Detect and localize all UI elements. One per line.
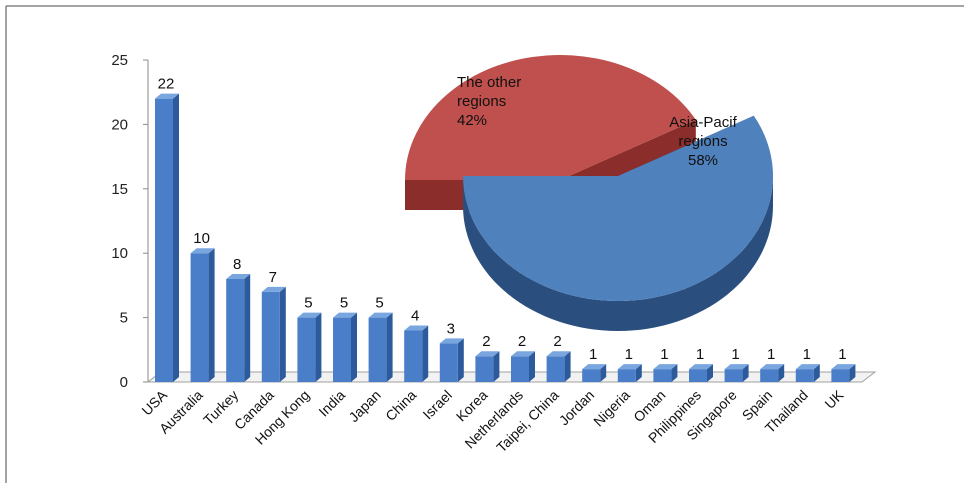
data-label: 2 [518,333,526,350]
data-label: 5 [340,295,348,312]
data-label: 1 [696,346,704,363]
data-label: 2 [482,333,490,350]
y-tick-label: 15 [111,181,128,198]
data-label: 1 [660,346,668,363]
bar-korea [475,351,500,382]
bar-nigeria [617,364,642,382]
pie-chart: The other regions 42% Asia-Pacif regions 58% [405,55,773,331]
bar-israel [439,338,464,382]
x-tick-label: Jordan [556,387,598,429]
data-label: 3 [447,320,455,337]
bar-oman [653,364,678,382]
x-tick-label: Japan [345,387,383,425]
x-tick-label: UK [821,386,847,412]
data-label: 1 [767,346,775,363]
data-label: 2 [553,333,561,350]
bar-spain [760,364,785,382]
y-tick-label: 25 [111,52,128,69]
bar-hong-kong [297,312,322,382]
data-label: 8 [233,256,241,273]
bar-philippines [689,364,713,382]
x-tick-label: China [382,387,419,424]
data-label: 1 [625,346,633,363]
data-label: 1 [589,346,597,363]
pie-slice-asia-pacific [463,115,773,331]
x-tick-label: India [315,387,348,420]
bar-taipei-china [546,351,571,382]
data-label: 1 [838,346,846,363]
y-tick-label: 10 [111,245,128,262]
x-tick-label: USA [138,386,170,418]
x-tick-label: Israel [419,387,455,423]
x-tick-label: Nigeria [590,387,633,430]
bar-thailand [795,364,820,382]
bar-jordan [582,364,607,382]
bar-usa [155,93,179,382]
bar-turkey [226,273,251,382]
y-tick-label: 0 [120,374,128,391]
data-label: 4 [411,307,419,324]
y-tick-label: 5 [120,310,128,327]
bar-netherlands [511,351,535,382]
data-label: 5 [375,295,383,312]
y-tick-label: 20 [111,116,128,133]
bar-canada [261,286,286,382]
data-label: 1 [731,346,739,363]
bar-singapore [724,364,749,382]
data-label: 22 [158,76,175,93]
data-label: 7 [269,269,277,286]
bar-australia [190,248,215,382]
data-label: 5 [304,295,312,312]
pie-label-other-regions: The other regions 42% [457,74,521,129]
bar-india [333,312,357,382]
pie-label-asia-pacific: Asia-Pacif regions 58% [669,114,737,169]
bar-uk [831,364,856,382]
page-border [5,5,964,483]
data-label: 1 [803,346,811,363]
y-axis: 0 5 10 15 20 25 [111,52,149,391]
bar-china [404,325,429,382]
data-label: 10 [193,230,210,247]
bar-japan [368,312,393,382]
